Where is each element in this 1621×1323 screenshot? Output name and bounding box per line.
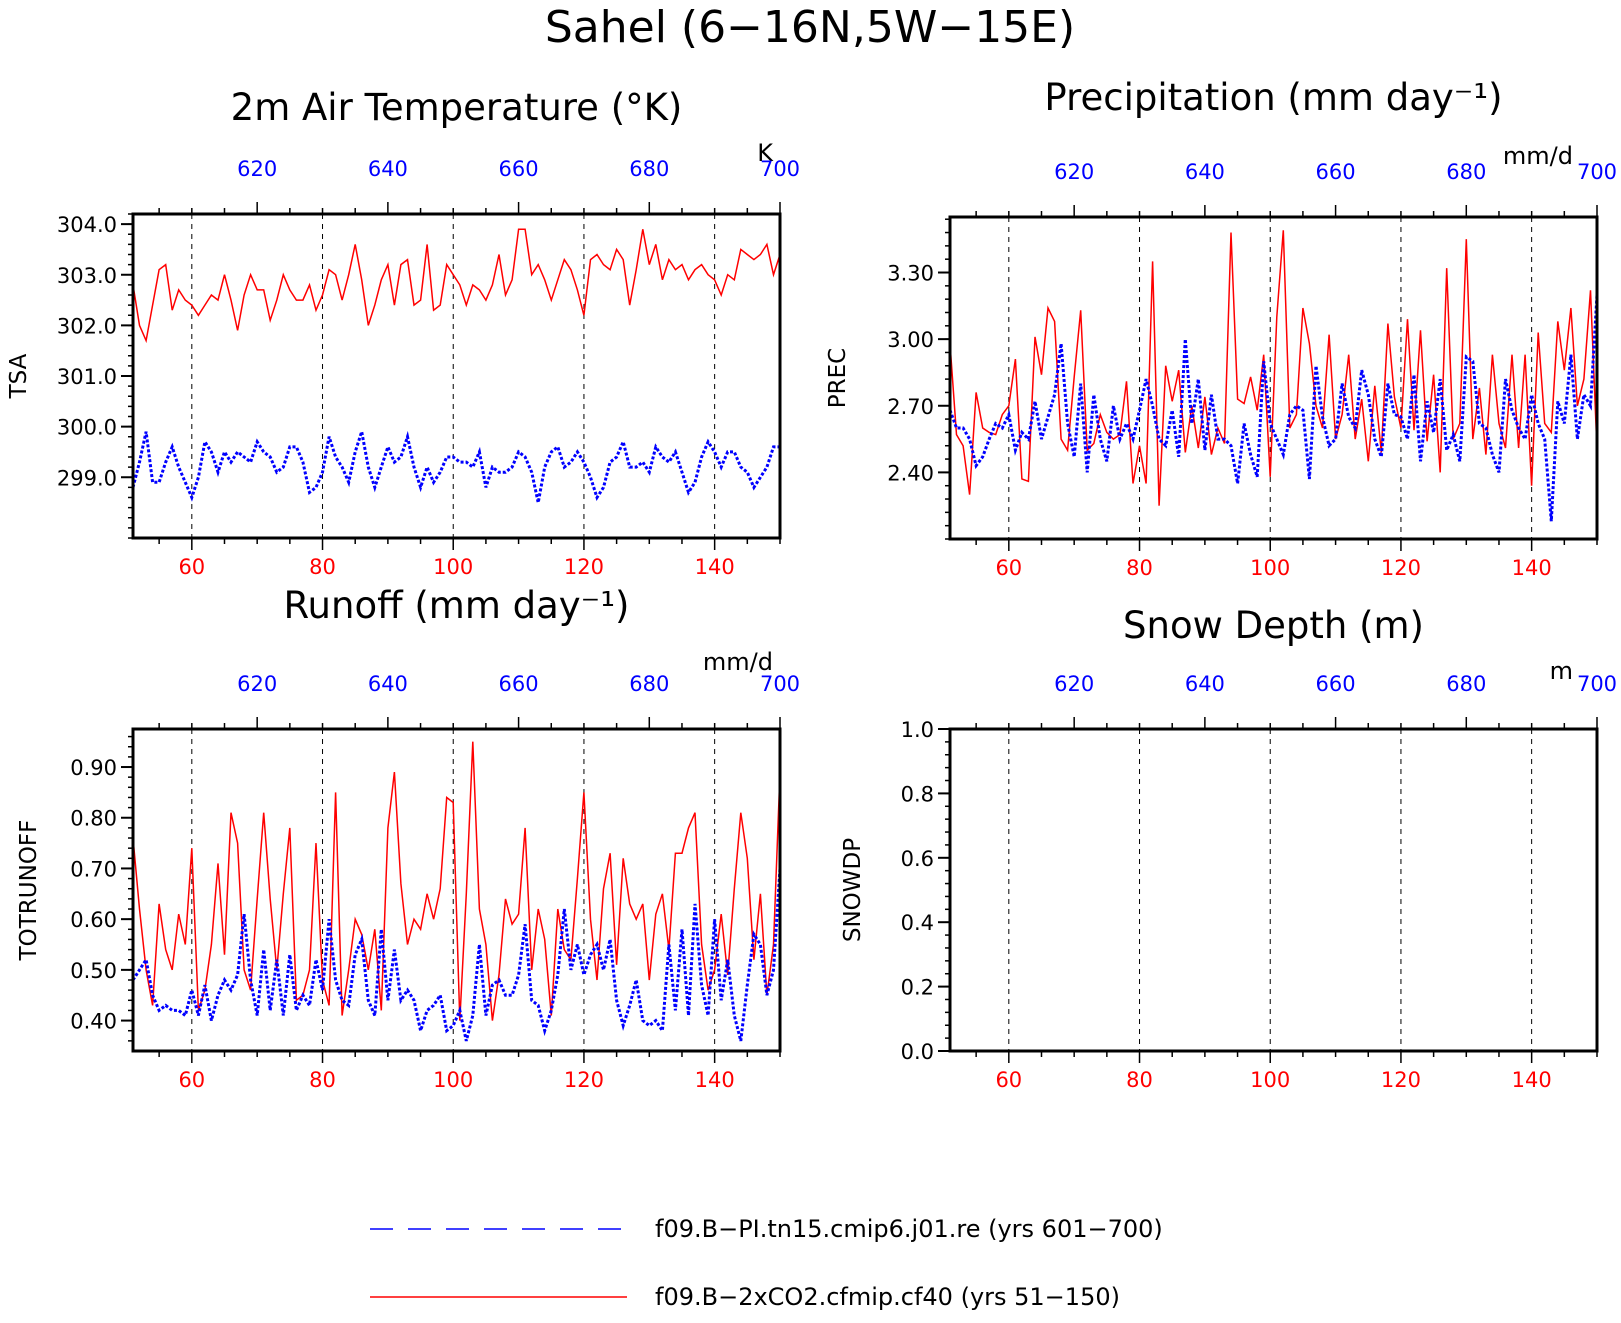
x-top-tick-label: 620: [237, 157, 277, 181]
x-top-tick-label: 680: [1446, 160, 1486, 184]
series-line-blue: [950, 294, 1597, 522]
plot-frame: [131, 727, 782, 1053]
series-line-blue: [133, 430, 780, 503]
legend-label: f09.B−PI.tn15.cmip6.j01.re (yrs 601−700): [655, 1215, 1163, 1243]
x-top-tick-label: 640: [368, 157, 408, 181]
y-tick-label: 0.80: [70, 807, 117, 831]
panel-title: 2m Air Temperature (°K): [231, 86, 683, 129]
panel-totrunoff: Runoff (mm day⁻¹) mm/d TOTRUNOFF 0.40 0.50 0.…: [16, 584, 800, 1092]
x-bottom-tick-label: 100: [433, 1068, 473, 1092]
x-bottom-tick-label: 140: [1512, 556, 1552, 580]
y-tick-label: 299.0: [57, 466, 117, 490]
x-top-tick-label: 640: [1185, 672, 1225, 696]
x-top-tick-label: 700: [1577, 672, 1617, 696]
x-bottom-tick-label: 120: [564, 1068, 604, 1092]
x-top-tick-label: 700: [760, 672, 800, 696]
y-tick-label: 0.90: [70, 756, 117, 780]
x-top-tick-label: 640: [1185, 160, 1225, 184]
legend-label: f09.B−2xCO2.cfmip.cf40 (yrs 51−150): [655, 1283, 1120, 1311]
y-tick-label: 304.0: [57, 213, 117, 237]
panel-title: Snow Depth (m): [1123, 604, 1424, 647]
y-tick-label: 0.50: [70, 959, 117, 983]
x-bottom-tick-label: 140: [695, 555, 735, 579]
y-tick-label: 303.0: [57, 264, 117, 288]
y-tick-label: 0.70: [70, 857, 117, 881]
x-top-tick-label: 620: [1054, 672, 1094, 696]
x-bottom-tick-label: 60: [995, 1068, 1022, 1092]
plot-frame: [948, 727, 1599, 1053]
panel-tsa: 2m Air Temperature (°K) K TSA 299.0 300.0 301…: [6, 86, 800, 579]
series-line-red: [133, 741, 780, 1021]
y-tick-label: 2.40: [887, 461, 934, 485]
x-bottom-tick-label: 120: [1381, 1068, 1421, 1092]
x-top-tick-label: 680: [1446, 672, 1486, 696]
x-bottom-tick-label: 140: [695, 1068, 735, 1092]
x-top-tick-label: 640: [368, 672, 408, 696]
x-bottom-tick-label: 100: [1250, 1068, 1290, 1092]
x-top-tick-label: 680: [629, 672, 669, 696]
y-tick-label: 0.40: [70, 1010, 117, 1034]
x-bottom-tick-label: 60: [178, 1068, 205, 1092]
x-bottom-tick-label: 60: [178, 555, 205, 579]
panels: 2m Air Temperature (°K) K TSA 299.0 300.0 301…: [6, 76, 1617, 1092]
x-bottom-tick-label: 80: [1126, 556, 1153, 580]
panel-prec: Precipitation (mm day⁻¹)mm/d PREC 2.40 2.70…: [825, 76, 1617, 580]
unit-label: mm/d: [703, 648, 773, 676]
plot-frame: [948, 215, 1599, 541]
y-tick-label: 0.8: [901, 782, 934, 806]
x-bottom-tick-label: 80: [1126, 1068, 1153, 1092]
x-top-tick-label: 680: [629, 157, 669, 181]
x-top-tick-label: 620: [1054, 160, 1094, 184]
x-bottom-tick-label: 120: [1381, 556, 1421, 580]
series-line-blue: [133, 868, 780, 1042]
panel-title: Runoff (mm day⁻¹): [284, 584, 630, 627]
x-bottom-tick-label: 100: [1250, 556, 1290, 580]
legend-item: f09.B−PI.tn15.cmip6.j01.re (yrs 601−700): [370, 1215, 1163, 1243]
y-tick-label: 0.4: [901, 911, 934, 935]
x-bottom-tick-label: 80: [309, 555, 336, 579]
plot-frame: [131, 212, 782, 540]
y-tick-label: 0.6: [901, 847, 934, 871]
y-tick-label: 301.0: [57, 365, 117, 389]
y-tick-label: 302.0: [57, 314, 117, 338]
x-top-tick-label: 660: [1316, 160, 1356, 184]
panel-snowdp: Snow Depth (m) m SNOWDP 0.0 0.2 0.4 0.6 0.8 1.0 6…: [840, 604, 1617, 1092]
y-axis-label: PREC: [825, 348, 851, 408]
x-bottom-tick-label: 120: [564, 555, 604, 579]
x-bottom-tick-label: 140: [1512, 1068, 1552, 1092]
y-tick-label: 0.60: [70, 908, 117, 932]
x-top-tick-label: 660: [499, 157, 539, 181]
y-tick-label: 2.70: [887, 395, 934, 419]
x-bottom-tick-label: 100: [433, 555, 473, 579]
x-top-tick-label: 700: [760, 157, 800, 181]
y-tick-label: 300.0: [57, 416, 117, 440]
unit-label: m: [1550, 657, 1573, 685]
y-tick-label: 1.0: [901, 718, 934, 742]
x-top-tick-label: 660: [1316, 672, 1356, 696]
x-top-tick-label: 660: [499, 672, 539, 696]
y-axis-label: SNOWDP: [840, 838, 866, 942]
x-bottom-tick-label: 60: [995, 556, 1022, 580]
unit-label: mm/d: [1503, 142, 1573, 170]
x-top-tick-label: 620: [237, 672, 277, 696]
panel-title: Precipitation (mm day⁻¹): [1044, 76, 1502, 119]
series-line-red: [133, 228, 780, 344]
y-tick-label: 0.0: [901, 1040, 934, 1064]
x-bottom-tick-label: 80: [309, 1068, 336, 1092]
y-tick-label: 3.30: [887, 262, 934, 286]
figure-title: Sahel (6−16N,5W−15E): [545, 2, 1075, 53]
unit-label: K: [757, 139, 774, 167]
y-axis-label: TSA: [6, 353, 32, 399]
x-top-tick-label: 700: [1577, 160, 1617, 184]
y-tick-label: 3.00: [887, 328, 934, 352]
legend-item: f09.B−2xCO2.cfmip.cf40 (yrs 51−150): [370, 1283, 1120, 1311]
legend: f09.B−PI.tn15.cmip6.j01.re (yrs 601−700)…: [370, 1215, 1163, 1311]
y-tick-label: 0.2: [901, 976, 934, 1000]
y-axis-label: TOTRUNOFF: [16, 820, 42, 962]
